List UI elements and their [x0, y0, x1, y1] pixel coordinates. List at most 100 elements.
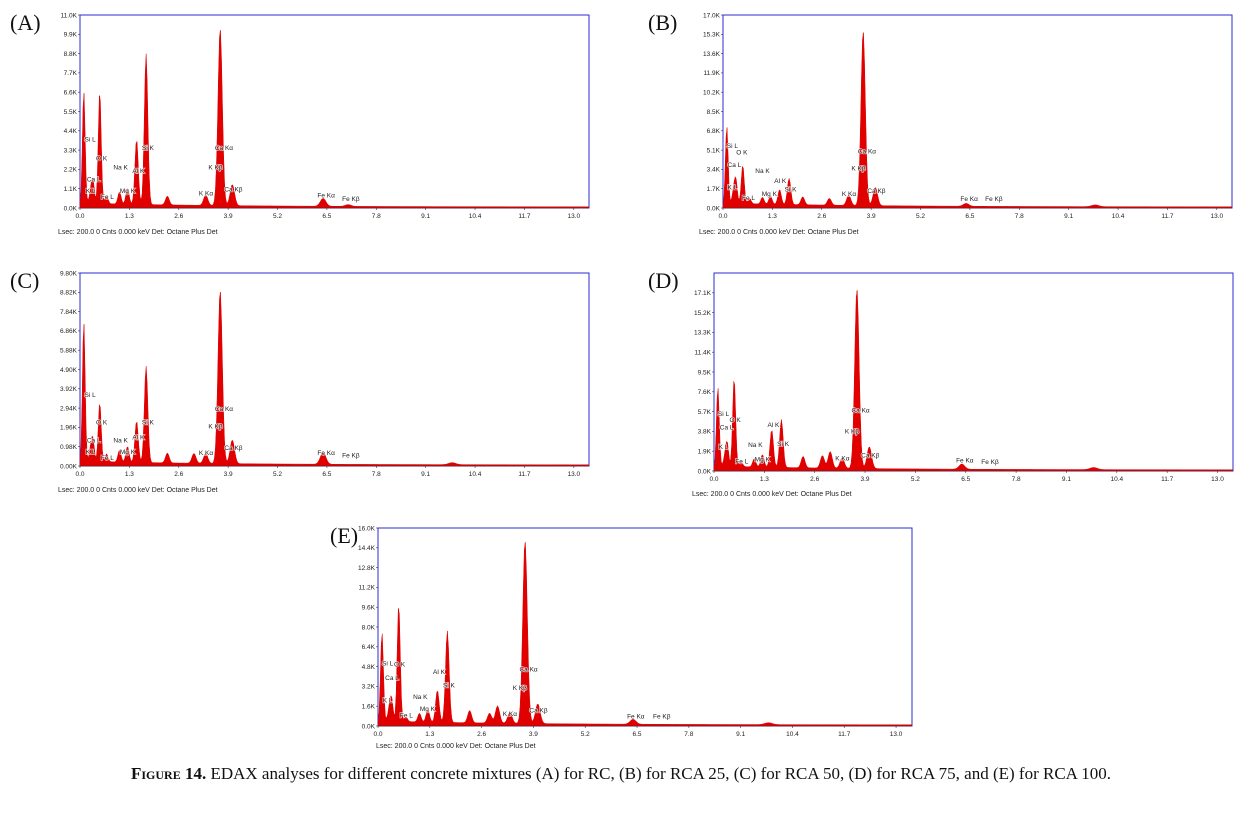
element-label: Na K	[413, 694, 428, 701]
y-tick-label: 3.2K	[362, 684, 376, 691]
y-tick-label: 15.3K	[703, 32, 721, 39]
element-label: Si K	[142, 420, 155, 427]
x-tick-label: 0.0	[718, 213, 727, 220]
y-tick-label: 9.9K	[64, 32, 78, 39]
footer-b: Lsec: 200.0 0 Cnts 0.000 keV Det: Octane…	[699, 229, 859, 236]
x-tick-label: 5.2	[916, 213, 925, 220]
element-label: K Kα	[835, 456, 849, 463]
spectrum-plot-d: 0.0 1.3 2.6 3.9 5.2 6.5 7.8 9.1 10.4 11.7 13.0 0.0K…	[686, 270, 1236, 485]
spectrum-area	[79, 30, 590, 209]
element-label: Fe Kβ	[985, 196, 1003, 203]
y-tick-label: 11.2K	[358, 585, 375, 592]
panel-label-d: (D)	[648, 268, 679, 293]
x-tick-label: 9.1	[421, 471, 430, 478]
element-label: Si K	[785, 187, 798, 194]
x-tick-label: 11.7	[518, 213, 531, 220]
element-label: K L	[383, 697, 393, 704]
element-label: O K	[394, 662, 406, 669]
element-label: Al K	[132, 434, 145, 441]
x-tick-label: 10.4	[469, 213, 482, 220]
element-label: K Kβ	[208, 164, 222, 171]
y-tick-label: 5.7K	[698, 409, 712, 416]
x-tick-label: 6.5	[965, 213, 974, 220]
spectrum-plot-c: 0.0 1.3 2.6 3.9 5.2 6.5 7.8 9.1 10.4 11.7 13.0 0.00…	[52, 270, 592, 480]
x-tick-label: 0.0	[75, 471, 84, 478]
y-tick-label: 3.8K	[698, 429, 712, 436]
x-tick-label: 3.9	[224, 213, 233, 220]
element-label: K Kα	[199, 450, 213, 457]
y-tick-label: 3.92K	[60, 386, 78, 393]
y-tick-label: 1.7K	[707, 186, 721, 193]
y-tick-label: 3.4K	[707, 167, 721, 174]
element-label: Si K	[777, 441, 790, 448]
element-label: Ca Kα	[215, 406, 233, 413]
element-label: Mg K	[762, 191, 778, 198]
spectrum-area	[79, 292, 590, 467]
y-tick-label: 11.9K	[703, 70, 720, 77]
element-label: Al K	[433, 669, 446, 676]
y-tick-label: 12.8K	[358, 565, 376, 572]
element-label: Al K	[774, 178, 787, 185]
x-tick-label: 10.4	[1110, 476, 1123, 483]
x-tick-label: 7.8	[684, 731, 693, 738]
element-label: K Kα	[503, 711, 517, 718]
x-tick-label: 11.7	[518, 471, 531, 478]
x-tick-label: 7.8	[1012, 476, 1021, 483]
x-tick-label: 6.5	[961, 476, 970, 483]
x-tick-label: 2.6	[477, 731, 486, 738]
footer-c: Lsec: 200.0 0 Cnts 0.000 keV Det: Octane…	[58, 487, 218, 494]
plot-frame	[722, 14, 1233, 209]
element-label: Si L	[85, 136, 97, 143]
y-tick-label: 5.1K	[707, 147, 721, 154]
y-tick-label: 5.5K	[64, 109, 78, 116]
element-label: K Kβ	[208, 424, 222, 431]
y-tick-label: 5.88K	[60, 348, 78, 355]
y-tick-label: 1.96K	[60, 425, 78, 432]
element-label: Si K	[443, 683, 456, 690]
x-tick-label: 3.9	[224, 471, 233, 478]
element-label: Si K	[142, 145, 155, 152]
y-tick-label: 6.6K	[64, 90, 78, 97]
element-label: Fe Kα	[317, 450, 335, 457]
y-tick-label: 14.4K	[358, 545, 376, 552]
element-label: O K	[736, 150, 748, 157]
x-tick-label: 3.9	[529, 731, 538, 738]
x-tick-label: 11.7	[1161, 476, 1174, 483]
element-label: Fe Kβ	[653, 714, 671, 721]
element-label: Fe L	[101, 194, 114, 201]
x-tick-label: 1.3	[425, 731, 434, 738]
x-tick-label: 1.3	[768, 213, 777, 220]
y-tick-label: 0.98K	[60, 444, 78, 451]
element-label: Fe Kα	[627, 714, 645, 721]
y-tick-label: 8.82K	[60, 290, 78, 297]
spectrum-plot-e: 0.0 1.3 2.6 3.9 5.2 6.5 7.8 9.1 10.4 11.7 13.0 0.0K…	[350, 525, 915, 740]
y-tick-label: 4.4K	[64, 128, 78, 135]
x-tick-label: 2.6	[817, 213, 826, 220]
y-tick-label: 13.6K	[703, 51, 721, 58]
element-label: K Kβ	[851, 166, 865, 173]
element-label: Ca Kβ	[861, 452, 879, 459]
y-tick-label: 6.86K	[60, 328, 78, 335]
y-tick-label: 1.6K	[362, 704, 376, 711]
element-label: Fe L	[101, 455, 114, 462]
caption-lead: Figure 14.	[130, 764, 207, 783]
x-tick-label: 13.0	[567, 213, 580, 220]
element-label: Ca Kβ	[867, 188, 885, 195]
x-tick-label: 5.2	[273, 213, 282, 220]
element-label: Al K	[767, 422, 780, 429]
plot-frame	[377, 527, 913, 727]
element-label: O K	[96, 156, 108, 163]
element-label: Mg K	[120, 188, 136, 195]
element-label: Fe L	[400, 712, 413, 719]
panel-label-b: (B)	[648, 10, 678, 35]
y-tick-label: 17.0K	[703, 12, 721, 19]
x-tick-label: 9.1	[421, 213, 430, 220]
element-label: Mg K	[755, 457, 771, 464]
y-tick-label: 17.1K	[694, 290, 712, 297]
x-tick-label: 11.7	[1161, 213, 1174, 220]
y-tick-label: 8.5K	[707, 109, 721, 116]
x-tick-label: 1.3	[125, 471, 134, 478]
element-label: Fe Kα	[960, 196, 978, 203]
plot-frame	[79, 14, 590, 209]
element-label: Na K	[113, 437, 128, 444]
